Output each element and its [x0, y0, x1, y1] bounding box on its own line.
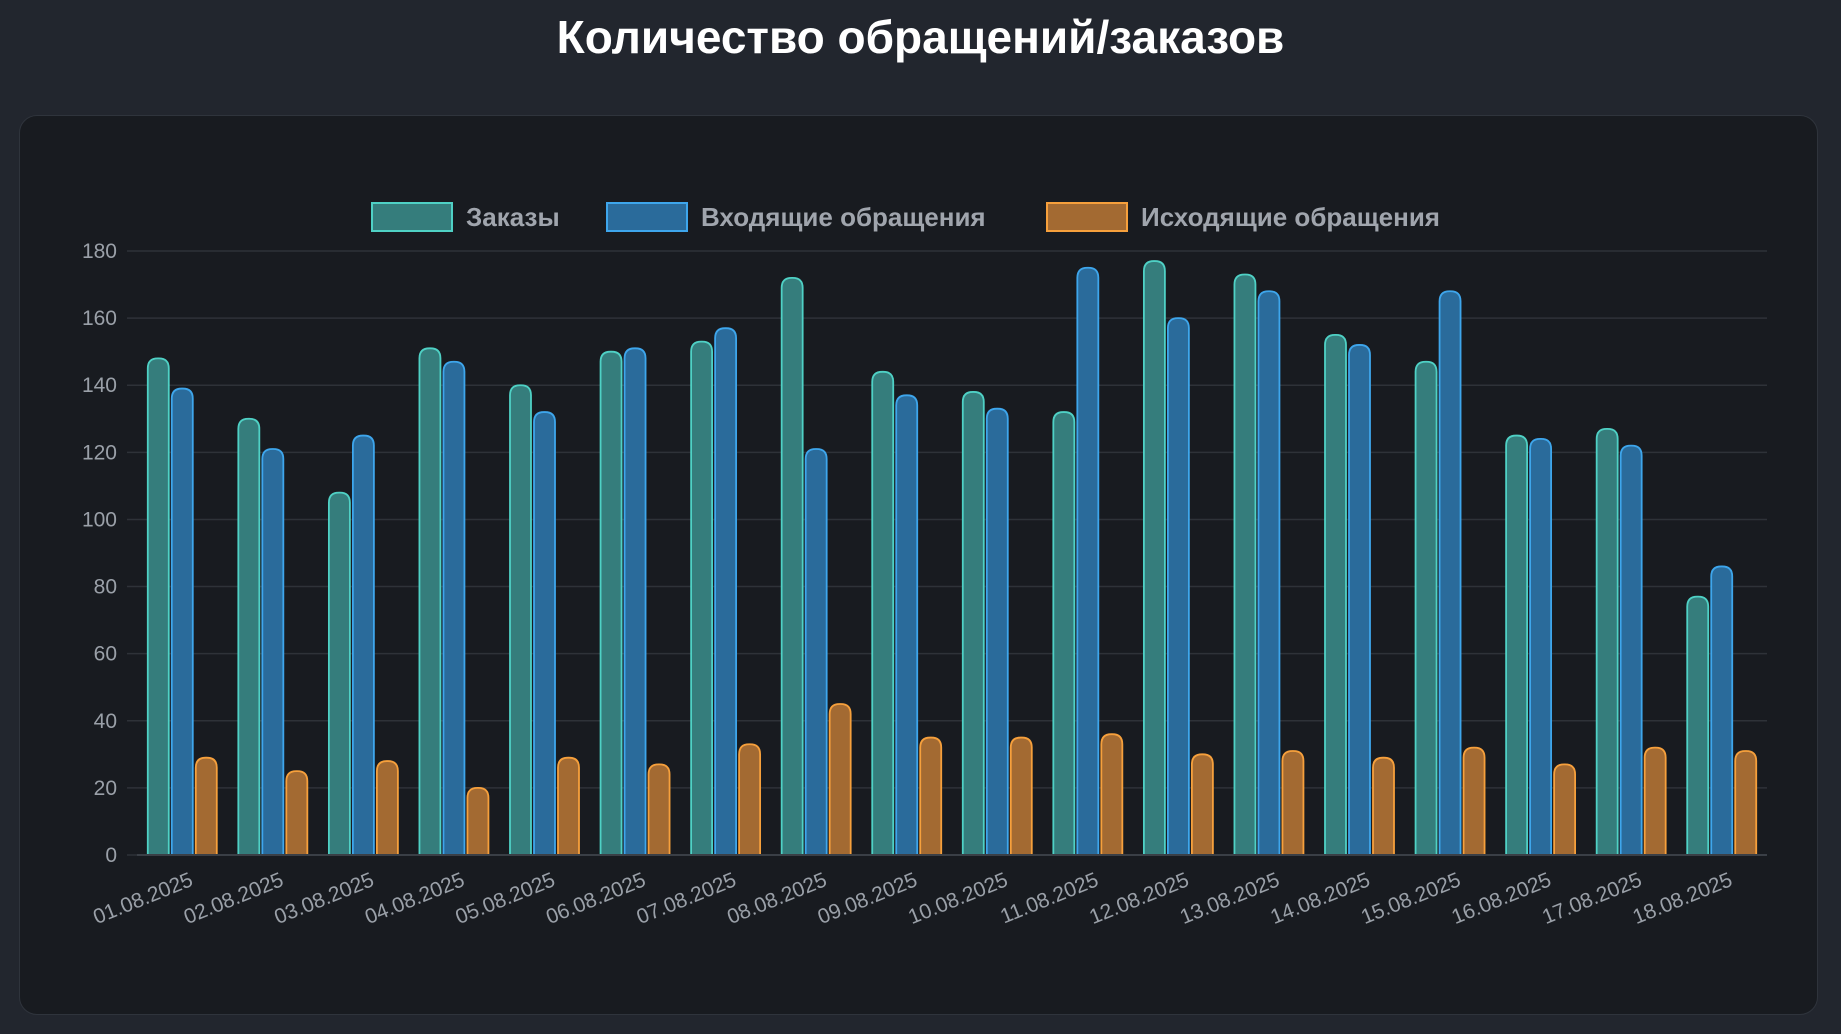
- bar[interactable]: [985, 407, 1009, 856]
- bar[interactable]: [1257, 290, 1281, 856]
- x-tick-label: 12.08.2025: [1086, 868, 1192, 929]
- x-tick-label: 14.08.2025: [1267, 868, 1373, 929]
- bar[interactable]: [690, 340, 714, 856]
- bar[interactable]: [1324, 333, 1347, 856]
- bar[interactable]: [1009, 736, 1033, 856]
- y-tick-label: 160: [82, 307, 117, 330]
- bar[interactable]: [375, 760, 399, 856]
- x-tick-label: 03.08.2025: [271, 868, 377, 929]
- bar[interactable]: [533, 411, 556, 856]
- bar[interactable]: [1414, 360, 1438, 856]
- bar[interactable]: [1734, 750, 1758, 856]
- bar[interactable]: [828, 703, 852, 856]
- bar[interactable]: [466, 786, 490, 856]
- x-tick-label: 02.08.2025: [181, 868, 287, 929]
- bar[interactable]: [1348, 344, 1371, 856]
- legend-swatch[interactable]: [1046, 202, 1128, 232]
- x-tick-label: 13.08.2025: [1177, 868, 1283, 929]
- bar[interactable]: [170, 387, 194, 856]
- x-tick-label: 16.08.2025: [1448, 868, 1554, 929]
- bar[interactable]: [1643, 746, 1667, 856]
- bar[interactable]: [1462, 746, 1486, 856]
- bar[interactable]: [1619, 444, 1643, 856]
- bar[interactable]: [1100, 733, 1124, 856]
- bar[interactable]: [871, 370, 895, 856]
- bar[interactable]: [1710, 565, 1734, 856]
- y-tick-label: 20: [94, 777, 117, 800]
- bar[interactable]: [1052, 411, 1076, 856]
- bar[interactable]: [1233, 273, 1257, 856]
- x-tick-label: 09.08.2025: [815, 868, 921, 929]
- bar[interactable]: [961, 391, 985, 856]
- y-tick-label: 60: [94, 643, 117, 666]
- x-tick-label: 01.08.2025: [90, 868, 196, 929]
- bar[interactable]: [895, 394, 919, 856]
- bar[interactable]: [1372, 756, 1395, 856]
- bar[interactable]: [1281, 750, 1305, 856]
- legend-label[interactable]: Исходящие обращения: [1141, 202, 1440, 232]
- bar[interactable]: [804, 448, 828, 856]
- bar[interactable]: [1166, 317, 1190, 856]
- bar[interactable]: [647, 763, 671, 856]
- bar[interactable]: [442, 360, 466, 856]
- bar[interactable]: [623, 347, 647, 856]
- y-tick-label: 0: [105, 844, 117, 867]
- bar[interactable]: [327, 491, 351, 856]
- page-title: Количество обращений/заказов: [556, 11, 1285, 63]
- bar[interactable]: [509, 384, 532, 856]
- x-tick-label: 18.08.2025: [1630, 868, 1736, 929]
- bar[interactable]: [738, 743, 762, 856]
- bar[interactable]: [1686, 595, 1710, 856]
- bar[interactable]: [1553, 763, 1577, 856]
- x-tick-label: 10.08.2025: [905, 868, 1011, 929]
- bar[interactable]: [919, 736, 943, 856]
- y-tick-label: 180: [82, 240, 117, 263]
- bar[interactable]: [418, 347, 442, 856]
- bar[interactable]: [714, 327, 738, 856]
- bar[interactable]: [194, 756, 218, 856]
- bar[interactable]: [599, 350, 623, 856]
- x-tick-label: 04.08.2025: [362, 868, 468, 929]
- bar[interactable]: [285, 770, 309, 856]
- bar[interactable]: [1142, 260, 1166, 856]
- y-tick-label: 140: [82, 374, 117, 397]
- x-tick-label: 05.08.2025: [452, 868, 558, 929]
- bar[interactable]: [1529, 438, 1553, 856]
- x-tick-label: 08.08.2025: [724, 868, 830, 929]
- y-tick-label: 80: [94, 576, 117, 599]
- y-tick-label: 100: [82, 508, 117, 531]
- bar[interactable]: [237, 417, 261, 856]
- x-tick-label: 17.08.2025: [1539, 868, 1645, 929]
- legend-label[interactable]: Заказы: [466, 202, 560, 232]
- bar[interactable]: [780, 276, 804, 856]
- x-tick-label: 15.08.2025: [1358, 868, 1464, 929]
- legend-swatch[interactable]: [371, 202, 453, 232]
- y-tick-label: 120: [82, 441, 117, 464]
- x-tick-label: 11.08.2025: [997, 868, 1102, 928]
- x-tick-label: 07.08.2025: [633, 868, 739, 929]
- legend-swatch[interactable]: [606, 202, 688, 232]
- legend-label[interactable]: Входящие обращения: [701, 202, 986, 232]
- bar[interactable]: [1076, 266, 1100, 856]
- bar[interactable]: [557, 756, 580, 856]
- bar[interactable]: [1438, 290, 1462, 856]
- bar[interactable]: [1595, 427, 1619, 856]
- y-tick-label: 40: [94, 710, 117, 733]
- bar[interactable]: [261, 448, 285, 856]
- x-tick-label: 06.08.2025: [543, 868, 649, 929]
- bar[interactable]: [146, 357, 170, 856]
- bar[interactable]: [351, 434, 375, 856]
- bar[interactable]: [1190, 753, 1214, 856]
- bar[interactable]: [1505, 434, 1529, 856]
